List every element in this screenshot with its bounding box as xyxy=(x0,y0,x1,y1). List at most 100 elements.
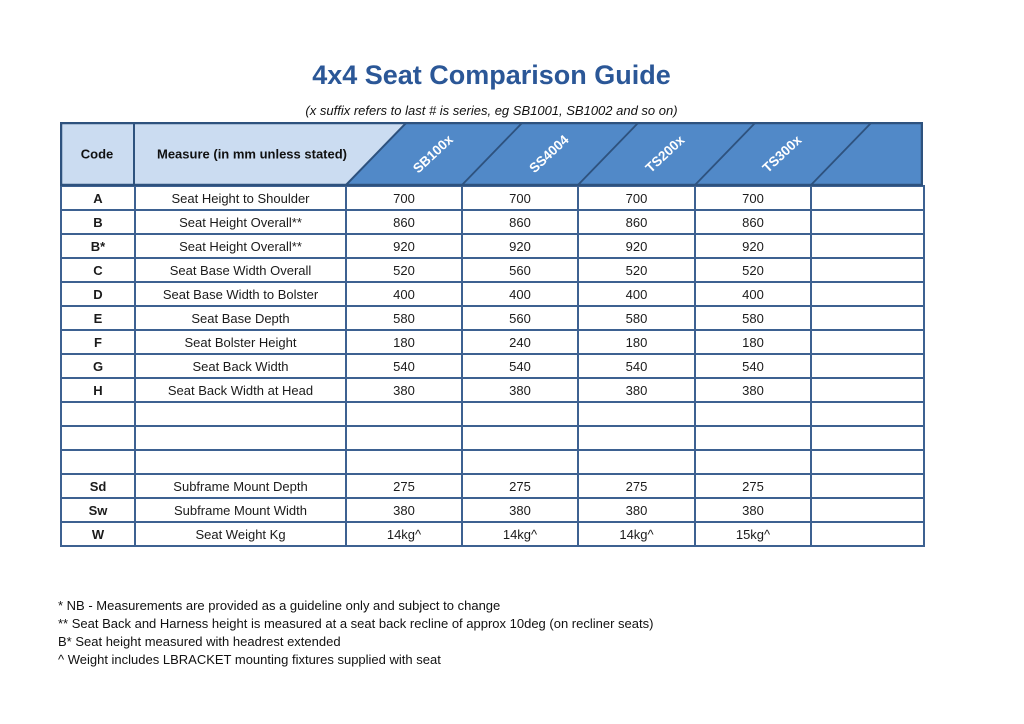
row-measure: Seat Weight Kg xyxy=(134,521,347,547)
comparison-table: Code Measure (in mm unless stated) SB100… xyxy=(60,122,925,547)
row-code: F xyxy=(60,329,136,355)
row-code: D xyxy=(60,281,136,307)
row-value: 540 xyxy=(577,353,696,379)
table-row: B Seat Height Overall** 860 860 860 860 xyxy=(60,209,925,235)
row-value xyxy=(577,401,696,427)
header-frame xyxy=(60,122,923,186)
row-value xyxy=(810,425,925,451)
row-value xyxy=(810,521,925,547)
row-code: B xyxy=(60,209,136,235)
table-row: A Seat Height to Shoulder 700 700 700 70… xyxy=(60,185,925,211)
row-value: 700 xyxy=(461,185,579,211)
table-row: B* Seat Height Overall** 920 920 920 920 xyxy=(60,233,925,259)
row-code: Sd xyxy=(60,473,136,499)
table-row xyxy=(60,449,925,475)
footnotes: * NB - Measurements are provided as a gu… xyxy=(58,597,958,669)
row-measure xyxy=(134,449,347,475)
row-value: 400 xyxy=(577,281,696,307)
row-code xyxy=(60,449,136,475)
row-code xyxy=(60,401,136,427)
row-value xyxy=(810,473,925,499)
table-row: Sw Subframe Mount Width 380 380 380 380 xyxy=(60,497,925,523)
row-value: 920 xyxy=(694,233,812,259)
row-value: 540 xyxy=(694,353,812,379)
table-row: D Seat Base Width to Bolster 400 400 400… xyxy=(60,281,925,307)
footnote: B* Seat height measured with headrest ex… xyxy=(58,634,341,649)
row-measure xyxy=(134,401,347,427)
row-value: 14kg^ xyxy=(345,521,463,547)
row-value: 920 xyxy=(345,233,463,259)
row-value: 580 xyxy=(345,305,463,331)
row-value: 400 xyxy=(694,281,812,307)
footnote: ^ Weight includes LBRACKET mounting fixt… xyxy=(58,652,441,667)
page-title: 4x4 Seat Comparison Guide xyxy=(312,60,671,90)
row-value: 520 xyxy=(345,257,463,283)
row-value: 380 xyxy=(461,377,579,403)
row-value: 540 xyxy=(461,353,579,379)
row-value: 275 xyxy=(461,473,579,499)
row-value: 15kg^ xyxy=(694,521,812,547)
row-measure: Seat Height Overall** xyxy=(134,233,347,259)
row-measure: Seat Back Width xyxy=(134,353,347,379)
row-measure: Seat Base Width Overall xyxy=(134,257,347,283)
footnote: * NB - Measurements are provided as a gu… xyxy=(58,598,501,613)
row-measure xyxy=(134,425,347,451)
row-measure: Seat Height Overall** xyxy=(134,209,347,235)
row-value: 520 xyxy=(577,257,696,283)
diagonal-line xyxy=(460,122,524,186)
row-value: 275 xyxy=(694,473,812,499)
row-measure: Seat Base Width to Bolster xyxy=(134,281,347,307)
row-code: A xyxy=(60,185,136,211)
row-value xyxy=(810,353,925,379)
row-value: 240 xyxy=(461,329,579,355)
row-value: 860 xyxy=(577,209,696,235)
row-value: 540 xyxy=(345,353,463,379)
row-value xyxy=(810,329,925,355)
row-value: 14kg^ xyxy=(461,521,579,547)
row-value: 700 xyxy=(694,185,812,211)
row-code xyxy=(60,425,136,451)
row-value xyxy=(810,449,925,475)
row-value: 400 xyxy=(345,281,463,307)
footnote: ** Seat Back and Harness height is measu… xyxy=(58,616,654,631)
row-value: 860 xyxy=(694,209,812,235)
row-value xyxy=(810,233,925,259)
row-value: 560 xyxy=(461,257,579,283)
row-value: 180 xyxy=(345,329,463,355)
row-measure: Subframe Mount Width xyxy=(134,497,347,523)
row-value: 520 xyxy=(694,257,812,283)
row-value: 380 xyxy=(461,497,579,523)
page-subtitle: (x suffix refers to last # is series, eg… xyxy=(305,103,678,118)
row-value: 580 xyxy=(694,305,812,331)
table-row: Sd Subframe Mount Depth 275 275 275 275 xyxy=(60,473,925,499)
row-value: 380 xyxy=(345,497,463,523)
row-measure: Seat Bolster Height xyxy=(134,329,347,355)
row-value xyxy=(810,497,925,523)
row-value xyxy=(810,305,925,331)
measure-column-header: Measure (in mm unless stated) xyxy=(157,147,347,162)
row-value: 380 xyxy=(345,377,463,403)
row-value: 700 xyxy=(345,185,463,211)
row-value xyxy=(345,449,463,475)
row-value: 14kg^ xyxy=(577,521,696,547)
header-dark-area xyxy=(345,122,923,186)
row-value: 380 xyxy=(694,377,812,403)
row-code: G xyxy=(60,353,136,379)
row-code: B* xyxy=(60,233,136,259)
row-value xyxy=(810,377,925,403)
row-value xyxy=(810,401,925,427)
row-value xyxy=(345,401,463,427)
row-value xyxy=(810,281,925,307)
code-column-header: Code xyxy=(81,147,114,162)
row-value: 380 xyxy=(577,497,696,523)
row-measure: Seat Back Width at Head xyxy=(134,377,347,403)
row-value xyxy=(810,209,925,235)
table-body-grid: A Seat Height to Shoulder 700 700 700 70… xyxy=(60,185,925,547)
table-row: G Seat Back Width 540 540 540 540 xyxy=(60,353,925,379)
row-measure: Subframe Mount Depth xyxy=(134,473,347,499)
row-value: 180 xyxy=(577,329,696,355)
row-value: 560 xyxy=(461,305,579,331)
row-value xyxy=(694,449,812,475)
row-value xyxy=(577,425,696,451)
row-value xyxy=(577,449,696,475)
